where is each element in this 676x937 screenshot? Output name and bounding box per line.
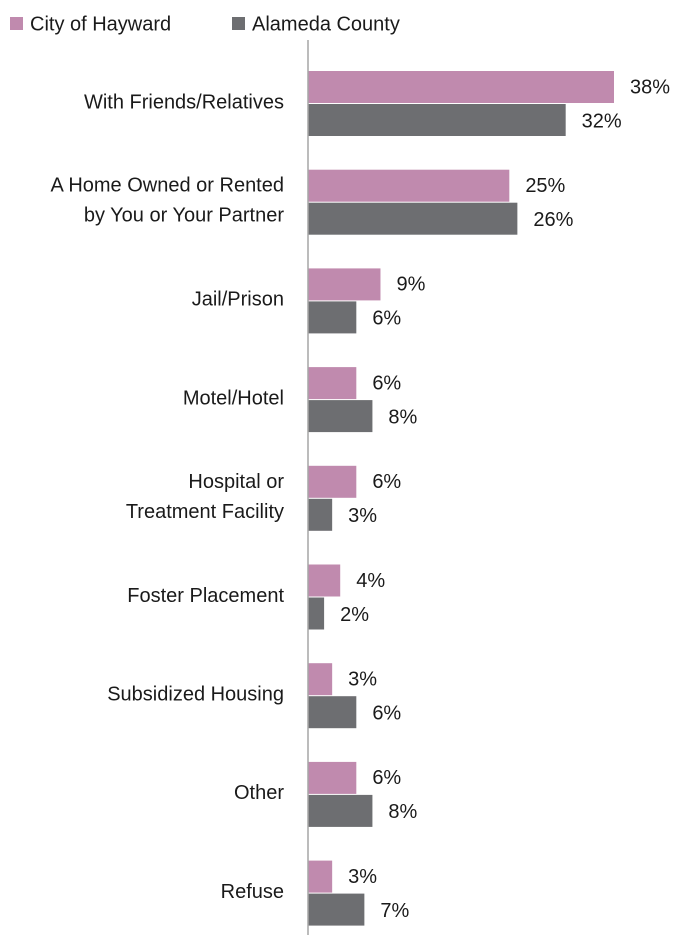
legend-label: Alameda County <box>252 13 400 35</box>
bar <box>308 761 357 794</box>
value-label: 8% <box>388 801 417 823</box>
category-label: A Home Owned or Rented by You or Your Par… <box>51 175 285 227</box>
value-label: 6% <box>372 471 401 493</box>
category-label: Other <box>234 782 284 804</box>
bar <box>308 202 518 235</box>
value-label: 32% <box>582 110 622 132</box>
category-label: Hospital or Treatment Facility <box>126 471 285 523</box>
value-label: 2% <box>340 604 369 626</box>
legend-swatch <box>232 17 245 30</box>
category-label: With Friends/Relatives <box>84 91 284 113</box>
category-label: Motel/Hotel <box>183 387 284 409</box>
value-label: 26% <box>533 209 573 231</box>
category-label: Jail/Prison <box>192 289 284 311</box>
value-label: 6% <box>372 308 401 330</box>
bar <box>308 564 341 597</box>
bar <box>308 104 566 136</box>
bar <box>308 696 357 729</box>
category-label: Subsidized Housing <box>107 683 284 705</box>
value-label: 38% <box>630 76 670 98</box>
bar <box>308 71 614 103</box>
bar <box>308 268 381 301</box>
value-label: 3% <box>348 505 377 527</box>
bar <box>308 301 357 334</box>
bar <box>308 367 357 400</box>
category-label: Foster Placement <box>127 585 284 607</box>
bar <box>308 794 373 827</box>
bar <box>308 400 373 433</box>
value-label: 3% <box>348 866 377 888</box>
bar <box>308 860 333 893</box>
legend-label: City of Hayward <box>30 13 171 35</box>
value-label: 6% <box>372 767 401 789</box>
bar <box>308 597 325 630</box>
value-label: 3% <box>348 668 377 690</box>
value-label: 7% <box>380 900 409 922</box>
value-label: 9% <box>396 274 425 296</box>
bar <box>308 893 365 926</box>
category-label: Refuse <box>221 881 284 903</box>
value-label: 8% <box>388 406 417 428</box>
value-label: 4% <box>356 570 385 592</box>
value-label: 6% <box>372 702 401 724</box>
value-label: 6% <box>372 372 401 394</box>
bar <box>308 465 357 498</box>
bar <box>308 169 510 202</box>
value-label: 25% <box>525 175 565 197</box>
bar <box>308 663 333 696</box>
bar <box>308 498 333 531</box>
legend-swatch <box>10 17 23 30</box>
